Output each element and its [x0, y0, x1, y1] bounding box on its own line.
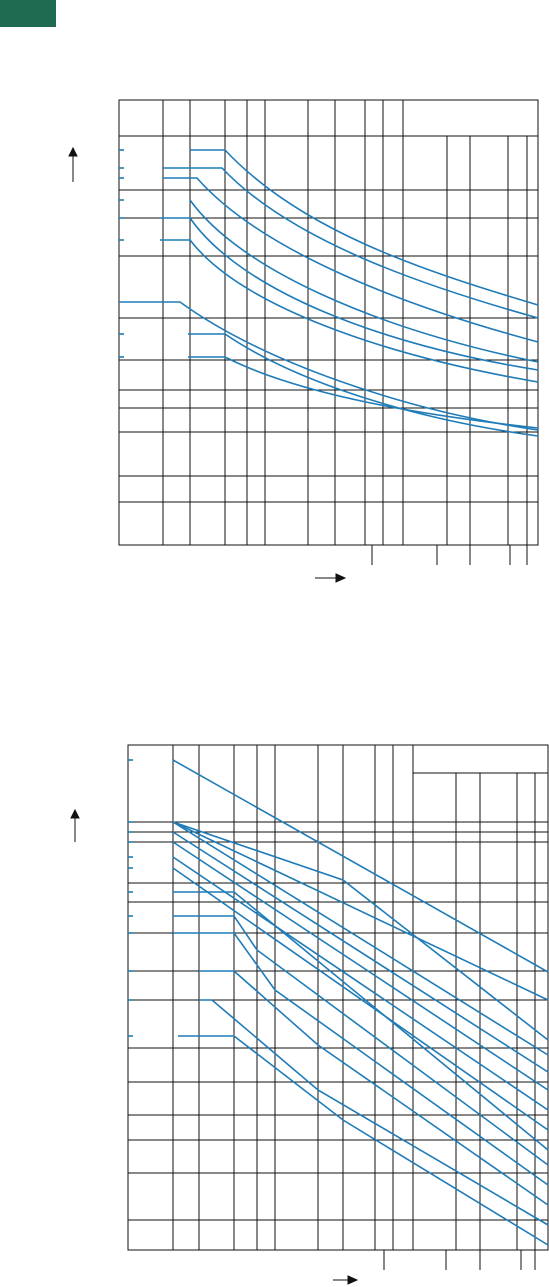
top-ticks [119, 149, 124, 358]
bottom-arrows [70, 808, 359, 1285]
top-curves [119, 149, 539, 437]
top-grid [118, 99, 539, 565]
corner-tab [0, 0, 56, 27]
bottom-grid [127, 744, 549, 1270]
bottom-frame [127, 744, 549, 1251]
bottom-curves [172, 759, 549, 1246]
top-frame [118, 99, 539, 546]
top-arrows [68, 146, 347, 583]
bottom-ticks [128, 759, 133, 1037]
